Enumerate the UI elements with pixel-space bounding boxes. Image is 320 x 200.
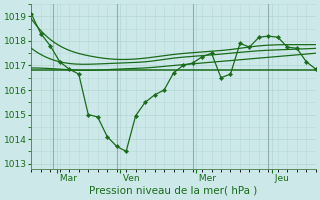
X-axis label: Pression niveau de la mer( hPa ): Pression niveau de la mer( hPa ) bbox=[90, 186, 258, 196]
